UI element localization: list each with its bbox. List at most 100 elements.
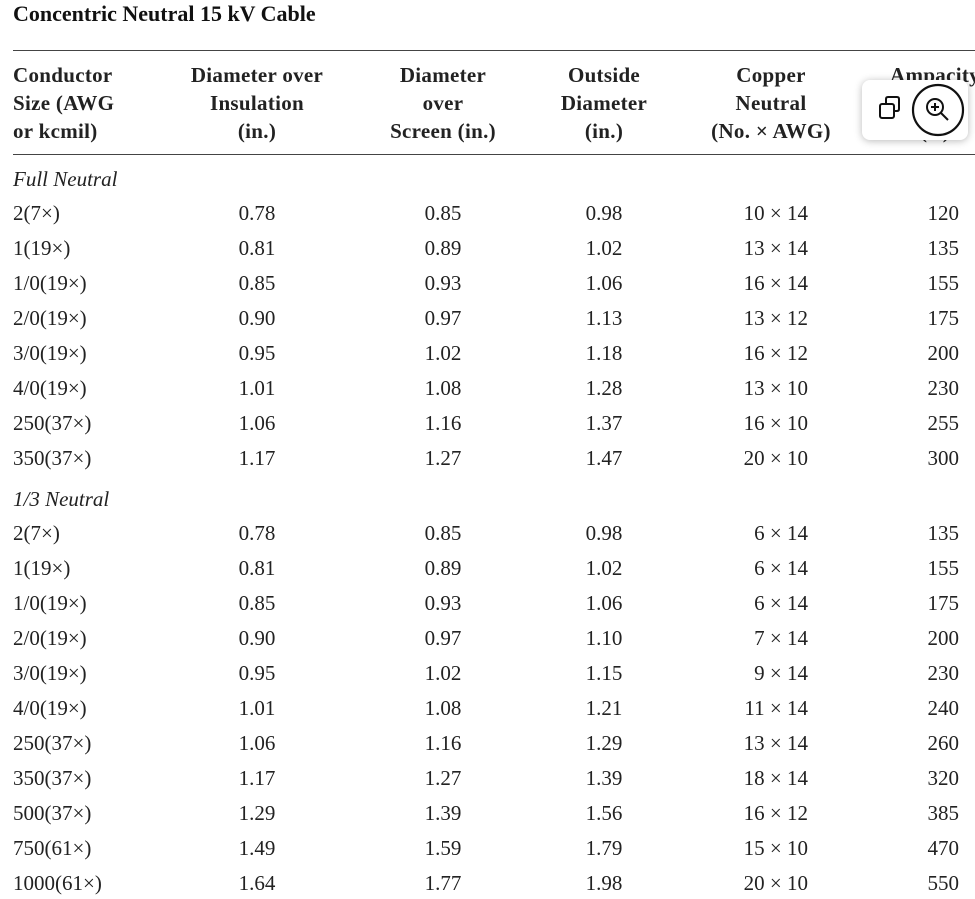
table-cell: 0.81 — [238, 556, 276, 580]
table-cell: 1.06 — [238, 411, 276, 435]
table-cell: 1.47 — [585, 446, 623, 470]
table-cell: 1.08 — [424, 376, 462, 400]
table-cell: 1(19×) — [13, 556, 71, 580]
table-cell: 1.77 — [424, 871, 462, 895]
table-cell: 1.02 — [585, 236, 623, 260]
table-cell: 7 × 14 — [754, 626, 808, 650]
table-cell: 3/0(19×) — [13, 341, 87, 365]
table-cell: 1.39 — [424, 801, 462, 825]
table-cell: 16 × 12 — [743, 801, 808, 825]
table-cell: 4/0(19×) — [13, 696, 87, 720]
table-cell: 0.85 — [424, 521, 462, 545]
table-cell: 300 — [927, 446, 960, 470]
table-cell: 6 × 14 — [754, 521, 808, 545]
table-cell: 1.29 — [585, 731, 623, 755]
table-cell: 1.28 — [585, 376, 623, 400]
table-cell: 16 × 10 — [743, 411, 808, 435]
column-header: Copper — [736, 63, 806, 87]
table-cell: 2(7×) — [13, 201, 60, 225]
copy-button[interactable] — [879, 96, 900, 119]
table-cell: 0.95 — [238, 341, 276, 365]
table-cell: 1.49 — [238, 836, 276, 860]
table-cell: 13 × 12 — [743, 306, 808, 330]
table-cell: 1.98 — [585, 871, 623, 895]
table-cell: 135 — [927, 521, 960, 545]
table-cell: 1(19×) — [13, 236, 71, 260]
table-cell: 1.16 — [424, 411, 462, 435]
table-cell: 0.85 — [238, 591, 276, 615]
table-cell: 0.93 — [424, 271, 462, 295]
table-cell: 255 — [927, 411, 960, 435]
zoom-button[interactable] — [911, 83, 965, 137]
table-cell: 18 × 14 — [743, 766, 808, 790]
table-cell: 1.10 — [585, 626, 623, 650]
table-cell: 260 — [927, 731, 960, 755]
table-title: Concentric Neutral 15 kV Cable — [13, 1, 316, 26]
table-cell: 2/0(19×) — [13, 626, 87, 650]
table-cell: 175 — [927, 306, 960, 330]
table-cell: 200 — [927, 626, 960, 650]
table-cell: 20 × 10 — [743, 871, 808, 895]
column-header: over — [422, 91, 464, 115]
toolbar-icons — [879, 83, 965, 137]
table-cell: 0.97 — [424, 306, 462, 330]
table-cell: 0.97 — [424, 626, 462, 650]
table-cell: 6 × 14 — [754, 591, 808, 615]
table-cell: 1.08 — [424, 696, 462, 720]
table-cell: 1/0(19×) — [13, 591, 87, 615]
table-cell: 1.27 — [424, 766, 462, 790]
table-cell: 1.15 — [585, 661, 623, 685]
column-header: or kcmil) — [13, 119, 98, 143]
column-header: Diameter — [399, 63, 487, 87]
table-cell: 1.13 — [585, 306, 623, 330]
table-cell: 13 × 10 — [743, 376, 808, 400]
table-cell: 1.64 — [238, 871, 276, 895]
table-cell: 1.17 — [238, 446, 276, 470]
column-header: (in.) — [584, 119, 624, 143]
table-cell: 0.78 — [238, 521, 276, 545]
column-header: Insulation — [209, 91, 305, 115]
table-cell: 0.85 — [424, 201, 462, 225]
table-cell: 11 × 14 — [744, 696, 808, 720]
table-cell: 1.02 — [585, 556, 623, 580]
table-cell: 135 — [927, 236, 960, 260]
table-cell: 1.02 — [424, 341, 462, 365]
table-cell: 1.06 — [585, 591, 623, 615]
table-cell: 155 — [927, 556, 960, 580]
table-cell: 16 × 14 — [743, 271, 808, 295]
table-cell: 0.90 — [238, 306, 276, 330]
table-cell: 1.39 — [585, 766, 623, 790]
table-cell: 0.81 — [238, 236, 276, 260]
table-cell: 10 × 14 — [743, 201, 808, 225]
table-cell: 1.01 — [238, 696, 276, 720]
table-cell: 16 × 12 — [743, 341, 808, 365]
image-toolbar — [862, 80, 968, 140]
column-header: Outside — [567, 63, 641, 87]
table-cell: 1000(61×) — [13, 871, 102, 895]
table-cell: 250(37×) — [13, 411, 92, 435]
table-cell: 750(61×) — [13, 836, 92, 860]
table-cell: 1.56 — [585, 801, 623, 825]
table-cell: 0.93 — [424, 591, 462, 615]
table-cell: 1.16 — [424, 731, 462, 755]
table-cell: 500(37×) — [13, 801, 92, 825]
table-cell: 0.89 — [424, 236, 462, 260]
table-cell: 1.02 — [424, 661, 462, 685]
section-label: Full Neutral — [13, 167, 118, 191]
header-rule — [13, 154, 975, 155]
table-cell: 15 × 10 — [743, 836, 808, 860]
table-cell: 1.37 — [585, 411, 623, 435]
table-cell: 1.18 — [585, 341, 623, 365]
table-cell: 175 — [927, 591, 960, 615]
column-header: (in.) — [237, 119, 277, 143]
table-cell: 1.06 — [585, 271, 623, 295]
table-cell: 200 — [927, 341, 960, 365]
table-cell: 155 — [927, 271, 960, 295]
table-cell: 240 — [927, 696, 960, 720]
table-cell: 250(37×) — [13, 731, 92, 755]
column-header: Screen (in.) — [390, 119, 496, 143]
table-cell: 1.06 — [238, 731, 276, 755]
table-cell: 13 × 14 — [743, 236, 808, 260]
table-cell: 230 — [927, 376, 960, 400]
